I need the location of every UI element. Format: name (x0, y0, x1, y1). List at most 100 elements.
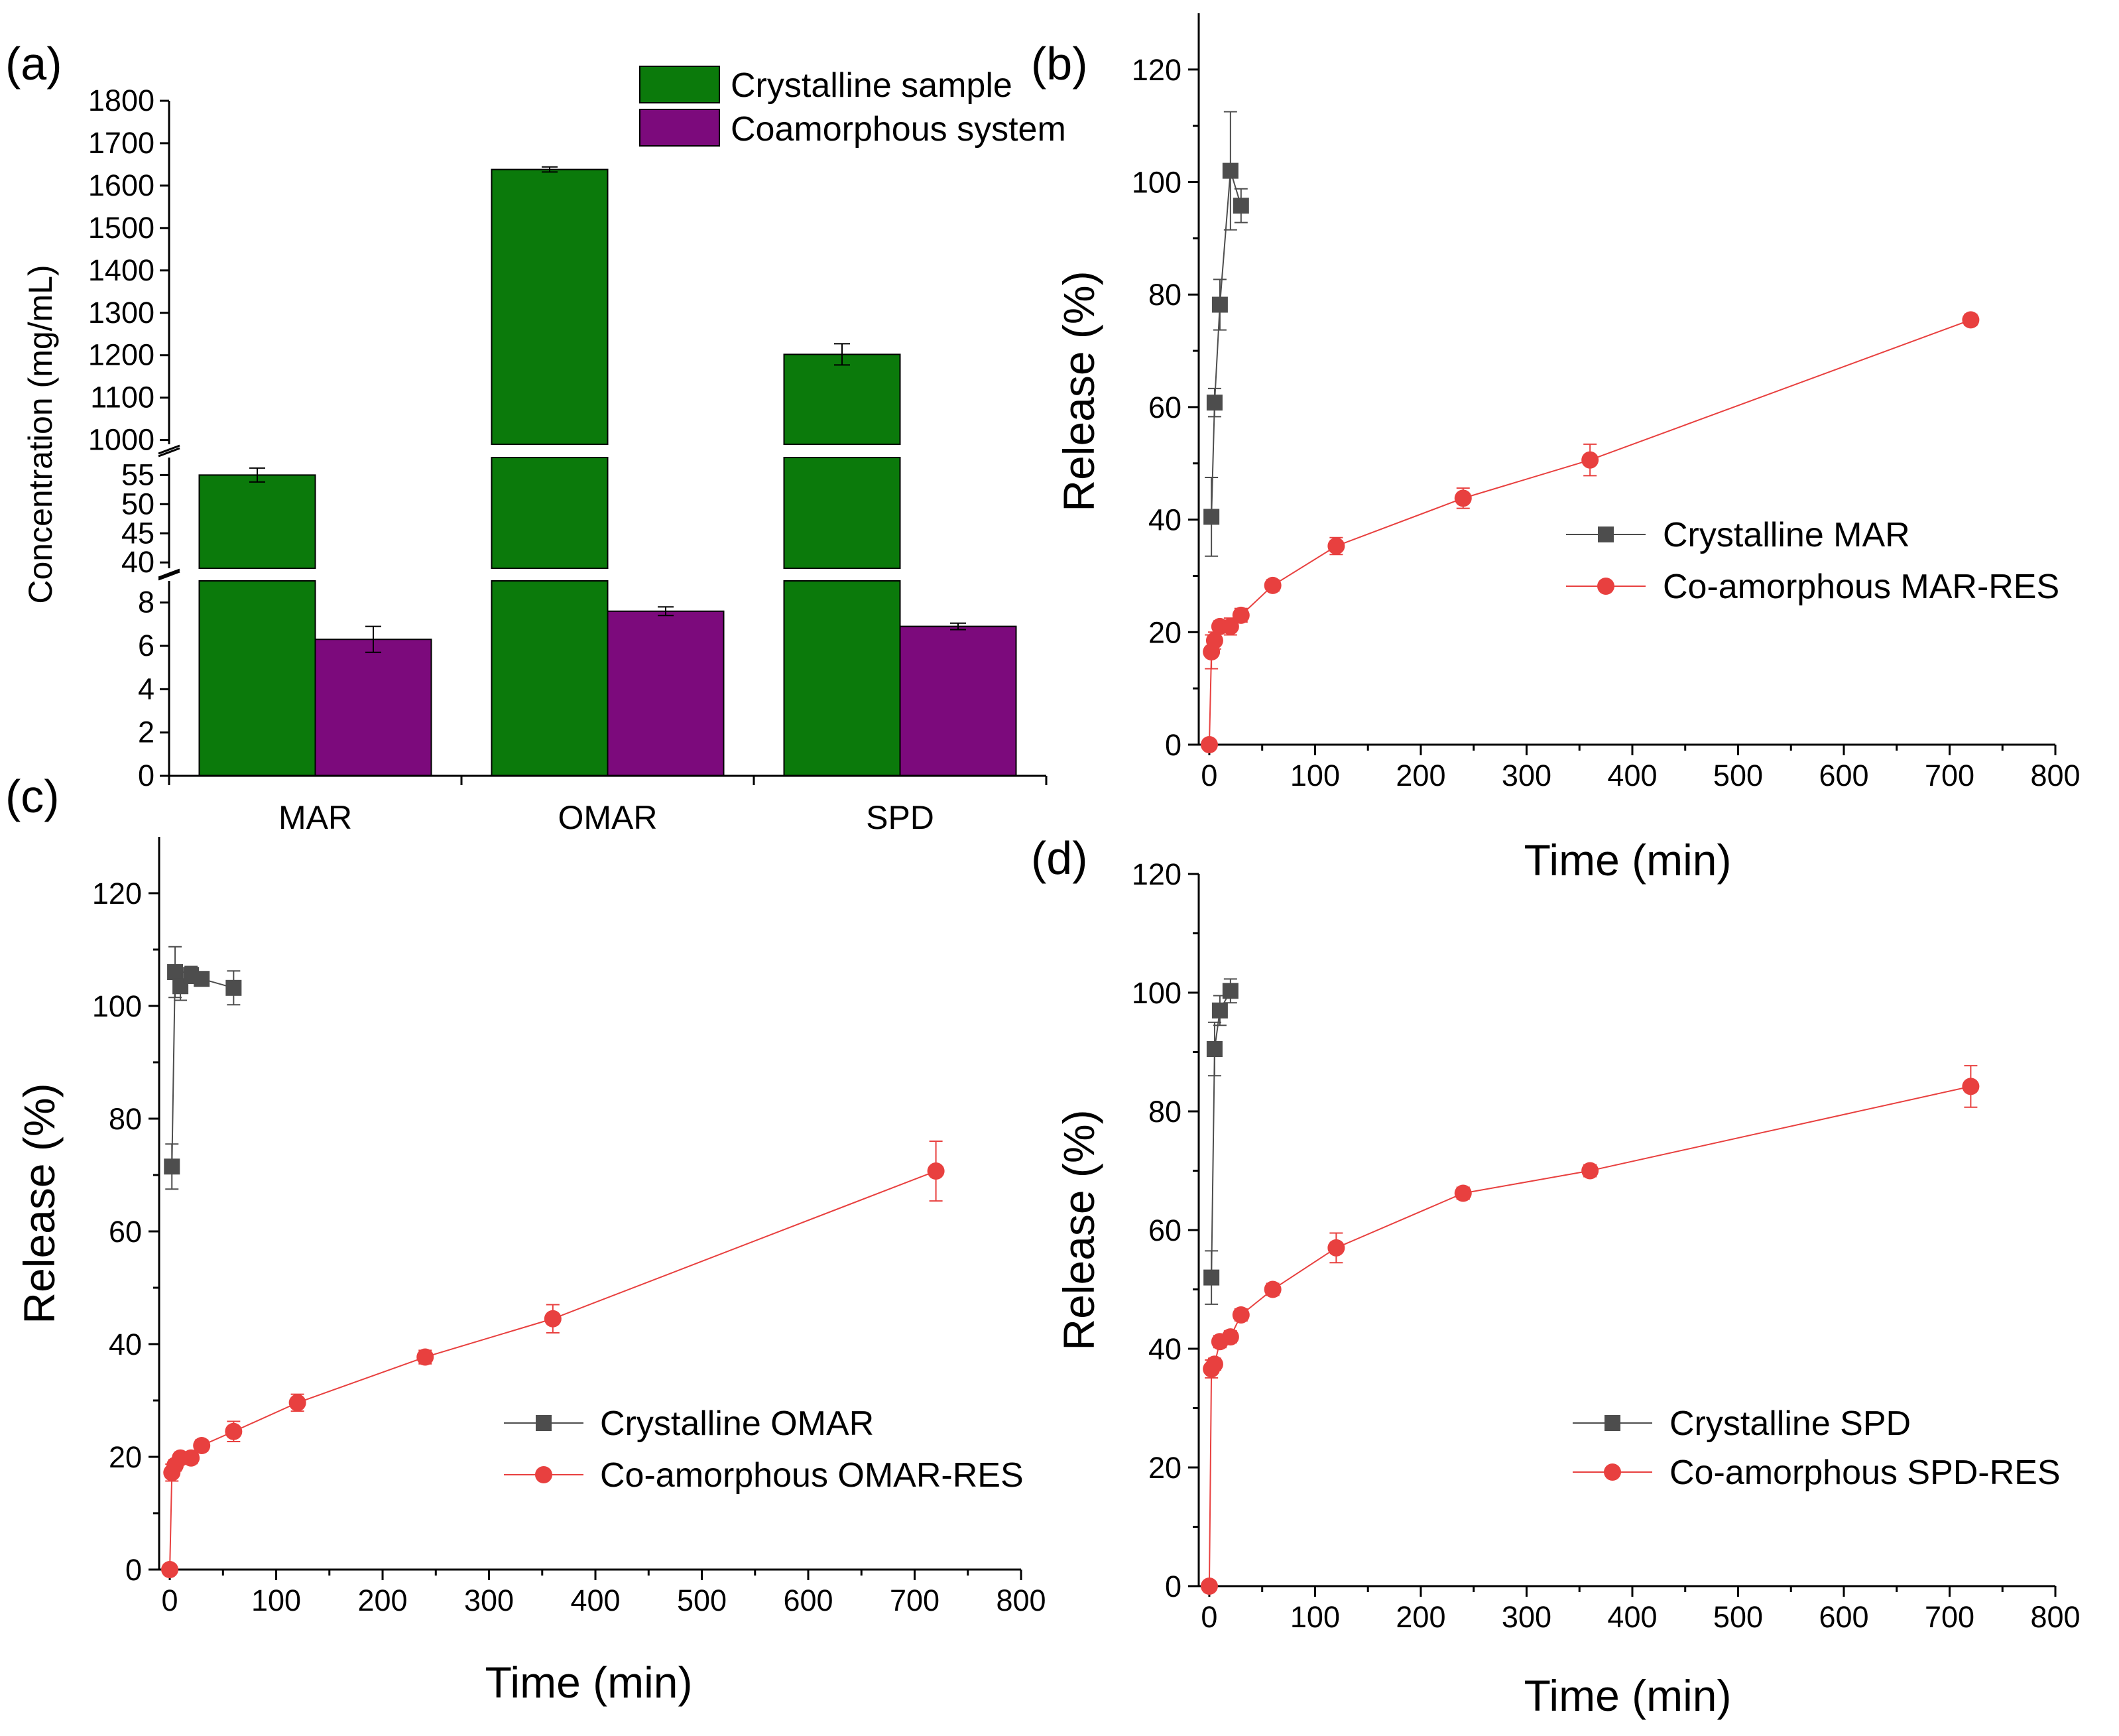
panel-c-label: (c) (5, 771, 60, 822)
legend-marker-circle-icon (1604, 1463, 1621, 1481)
legend-marker-square-icon (1598, 527, 1614, 542)
y-tick-label: 1600 (88, 168, 154, 202)
legend-swatch-coamorphous (639, 109, 720, 147)
y-tick-label: 40 (1148, 503, 1181, 537)
legend-label-crystalline: Crystalline sample (731, 66, 1012, 105)
y-tick-label: 2 (138, 715, 154, 749)
y-tick-label: 1200 (88, 338, 154, 372)
data-point-circle (1327, 1239, 1345, 1257)
y-tick-label: 60 (1148, 391, 1181, 424)
panel-c-y-axis-title: Release (%) (15, 1083, 64, 1324)
panel-d-plot: 0 100 200 300 400 500 600 700 800 0 20 40 60 80 100 120 (1132, 857, 2081, 1634)
y-tick-label: 40 (1148, 1332, 1181, 1366)
legend-label-coamorphous: Coamorphous system (731, 110, 1066, 149)
y-tick-label: 0 (125, 1553, 142, 1587)
data-point-circle (288, 1394, 306, 1412)
axis-break-mark (158, 444, 180, 455)
x-tick-label: 700 (890, 1583, 939, 1617)
panel-b-label: (b) (1031, 38, 1088, 90)
data-point-circle (1205, 632, 1223, 650)
panel-c-plot: 0 100 200 300 400 500 600 700 800 0 20 40 60 80 100 120 (92, 837, 1046, 1617)
data-point-circle (225, 1422, 243, 1440)
x-tick-label: 300 (464, 1583, 514, 1617)
data-point-square (1211, 1002, 1228, 1019)
data-point-square (1233, 198, 1249, 214)
data-point-circle (161, 1561, 179, 1578)
panel-a-label: (a) (5, 38, 62, 90)
y-tick-label: 1300 (88, 296, 154, 330)
y-tick-label: 45 (121, 516, 154, 550)
data-point-circle (416, 1348, 434, 1366)
x-tick-label: 500 (1713, 759, 1763, 792)
data-point-square (164, 1158, 180, 1175)
y-tick-label: 120 (1132, 53, 1181, 87)
y-tick-label: 100 (92, 989, 142, 1023)
data-point-square (225, 979, 242, 996)
x-tick-label: 300 (1502, 1600, 1551, 1634)
legend-label-crystalline-spd: Crystalline SPD (1669, 1404, 1911, 1443)
data-point-circle (1581, 451, 1599, 469)
data-point-circle (182, 1449, 200, 1467)
x-tick-label: 100 (251, 1583, 301, 1617)
legend-swatch-crystalline (639, 66, 720, 103)
data-point-circle (1454, 489, 1472, 507)
data-point-square (1203, 509, 1220, 525)
series-line-crystalline-spd (1211, 990, 1231, 1278)
x-tick-label: 300 (1502, 759, 1551, 792)
panel-d-y-axis-title: Release (%) (1054, 1109, 1103, 1350)
x-tick-label: 600 (783, 1583, 833, 1617)
panel-d-x-axis-title: Time (min) (1524, 1671, 1732, 1720)
legend-label-crystalline-omar: Crystalline OMAR (600, 1404, 874, 1443)
data-point-square (1203, 1269, 1220, 1286)
legend-marker-square-icon (1604, 1415, 1620, 1431)
y-tick-label: 120 (1132, 857, 1181, 891)
y-tick-label: 1800 (88, 84, 154, 117)
bar-crystalline-sample-spd (783, 580, 901, 776)
y-tick-label: 6 (138, 629, 154, 662)
x-tick-label: 600 (1819, 759, 1868, 792)
y-tick-label: 0 (138, 759, 154, 792)
y-tick-label: 1400 (88, 253, 154, 287)
x-tick-label: 700 (1925, 1600, 1974, 1634)
x-tick-label: 200 (357, 1583, 407, 1617)
x-tick-label: 0 (1201, 759, 1217, 792)
data-point-circle (1232, 606, 1250, 624)
bar-coamorphous-system-mar (314, 639, 432, 777)
panel-b-y-axis-title: Release (%) (1054, 271, 1103, 511)
data-point-circle (1232, 1306, 1250, 1324)
bar-crystalline-sample-omar (491, 457, 609, 569)
y-tick-label: 8 (138, 586, 154, 619)
panel-b-legend: Crystalline MAR Co-amorphous MAR-RES (1566, 516, 2059, 606)
x-tick-label: 500 (677, 1583, 727, 1617)
bar-crystalline-sample-spd (783, 353, 901, 445)
data-point-circle (1200, 736, 1218, 753)
x-tick-label: 600 (1819, 1600, 1868, 1634)
x-tick-label: 100 (1290, 759, 1340, 792)
data-point-circle (1454, 1184, 1472, 1202)
data-point-square (1206, 395, 1223, 411)
bar-crystalline-sample-mar (198, 474, 316, 569)
axis-break-mark (158, 568, 180, 579)
panel-b-plot: 0 100 200 300 400 500 600 700 800 0 20 40 60 80 100 120 (1132, 13, 2081, 792)
axis-break-gap (156, 446, 1060, 456)
x-tick-label-omar: OMAR (558, 799, 658, 836)
series-line-crystalline-omar (171, 971, 234, 1167)
panel-a-bars (198, 166, 1017, 777)
bar-crystalline-sample-mar (198, 580, 316, 776)
data-point-circle (1264, 576, 1282, 594)
bar-coamorphous-system-spd (899, 625, 1017, 776)
y-tick-label: 1100 (90, 381, 154, 414)
data-point-circle (1264, 1280, 1282, 1298)
x-tick-label: 400 (1607, 1600, 1657, 1634)
legend-marker-circle-icon (1597, 578, 1614, 595)
panel-a-legend: Crystalline sample Coamorphous system (639, 66, 1066, 149)
data-point-circle (1962, 311, 1980, 329)
y-tick-label: 1000 (88, 423, 154, 457)
data-point-circle (1962, 1078, 1980, 1095)
panel-a-y-axis-title: Concentration (mg/mL) (22, 265, 59, 603)
data-point-circle (1200, 1578, 1218, 1595)
legend-label-crystalline-mar: Crystalline MAR (1663, 516, 1910, 554)
x-tick-label: 800 (2030, 759, 2080, 792)
